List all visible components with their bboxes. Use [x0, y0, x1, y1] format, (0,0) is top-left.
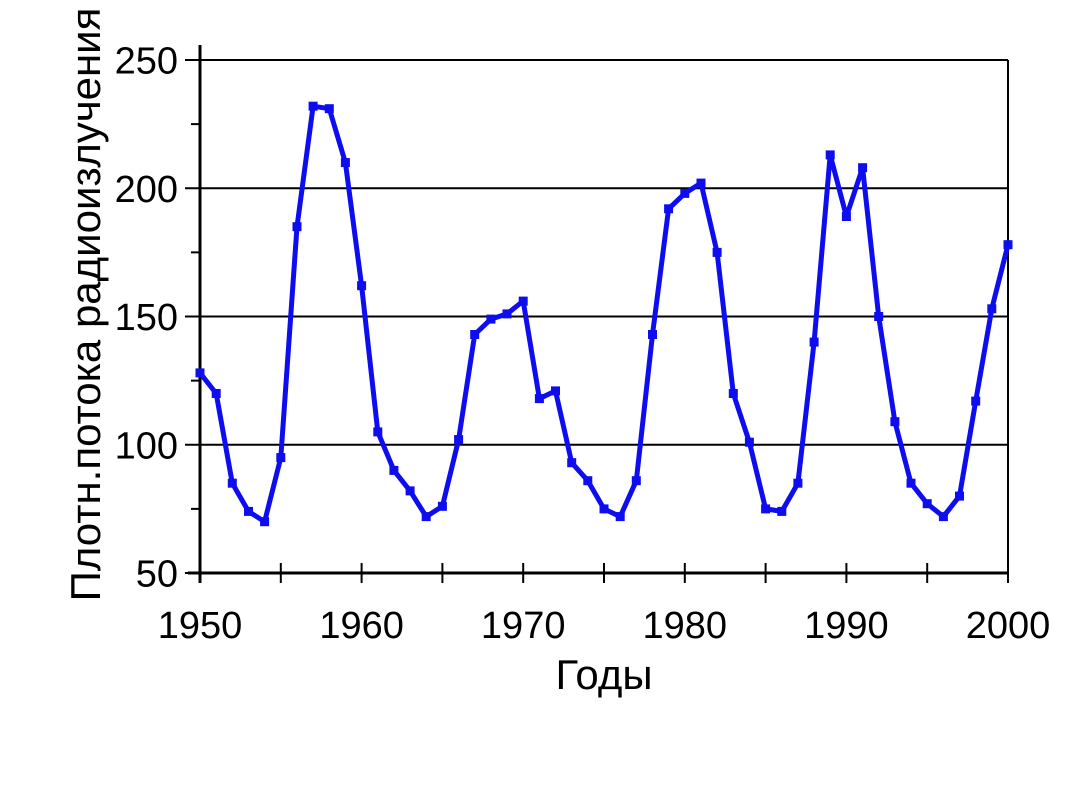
data-point — [825, 150, 835, 160]
y-tick-label: 50 — [136, 554, 178, 596]
y-axis-label: Плотн.потока радиоизлучения — [62, 8, 109, 602]
data-point — [470, 330, 480, 339]
data-point — [906, 478, 916, 488]
data-point — [454, 435, 464, 445]
x-tick-label: 1960 — [319, 605, 404, 647]
data-point — [276, 453, 286, 463]
data-point — [534, 394, 544, 404]
data-point — [841, 212, 851, 221]
data-point — [195, 368, 205, 378]
data-point — [761, 504, 771, 514]
data-point — [211, 389, 221, 398]
data-point — [437, 501, 447, 511]
data-point — [648, 330, 657, 339]
data-point — [567, 458, 577, 468]
data-point — [244, 506, 253, 516]
data-point — [631, 476, 641, 486]
x-tick-labels: 1950 1960 1970 1980 1990 2000 — [158, 605, 1051, 647]
data-point — [712, 247, 722, 257]
x-tick-label: 1990 — [804, 605, 889, 647]
y-tick-label: 250 — [115, 41, 178, 83]
x-tick-label: 1950 — [158, 605, 243, 647]
data-point — [486, 314, 496, 324]
data-point — [551, 386, 560, 396]
data-point — [777, 506, 787, 516]
y-tick-label: 150 — [115, 297, 178, 339]
data-point — [227, 478, 237, 488]
x-tick-label: 2000 — [966, 605, 1051, 647]
data-point — [373, 427, 383, 437]
data-point — [955, 491, 964, 501]
data-point — [664, 204, 674, 214]
data-point — [971, 396, 981, 406]
x-axis-ticks — [199, 563, 1009, 583]
data-point — [421, 512, 431, 522]
y-tick-labels: 50 100 150 200 250 — [115, 41, 178, 596]
data-point — [680, 188, 690, 198]
x-axis-label: Годы — [555, 651, 652, 698]
data-point — [502, 309, 512, 319]
y-axis-ticks — [185, 59, 200, 574]
data-point — [615, 512, 625, 522]
data-point — [890, 417, 900, 427]
data-point — [922, 499, 932, 509]
data-point — [518, 296, 528, 306]
data-point — [583, 476, 593, 486]
data-point — [405, 486, 415, 496]
data-point — [599, 504, 609, 514]
data-point — [260, 517, 270, 527]
data-point — [728, 389, 738, 398]
gridlines — [200, 187, 1008, 446]
data-point — [874, 312, 884, 321]
data-point — [858, 163, 868, 173]
data-point — [809, 337, 819, 347]
x-tick-label: 1980 — [643, 605, 728, 647]
x-tick-label: 1970 — [481, 605, 566, 647]
data-point — [324, 104, 334, 114]
data-point — [744, 437, 754, 447]
data-point — [793, 478, 803, 488]
data-point — [696, 178, 706, 188]
data-point — [292, 222, 302, 232]
series-markers — [195, 101, 1013, 527]
data-point — [938, 512, 948, 522]
data-point — [308, 101, 318, 111]
data-point — [1003, 240, 1013, 250]
y-tick-label: 100 — [115, 425, 178, 467]
y-tick-label: 200 — [115, 169, 178, 211]
data-point — [357, 281, 367, 291]
data-point — [340, 158, 350, 168]
data-point — [987, 304, 997, 314]
data-point — [389, 465, 399, 475]
